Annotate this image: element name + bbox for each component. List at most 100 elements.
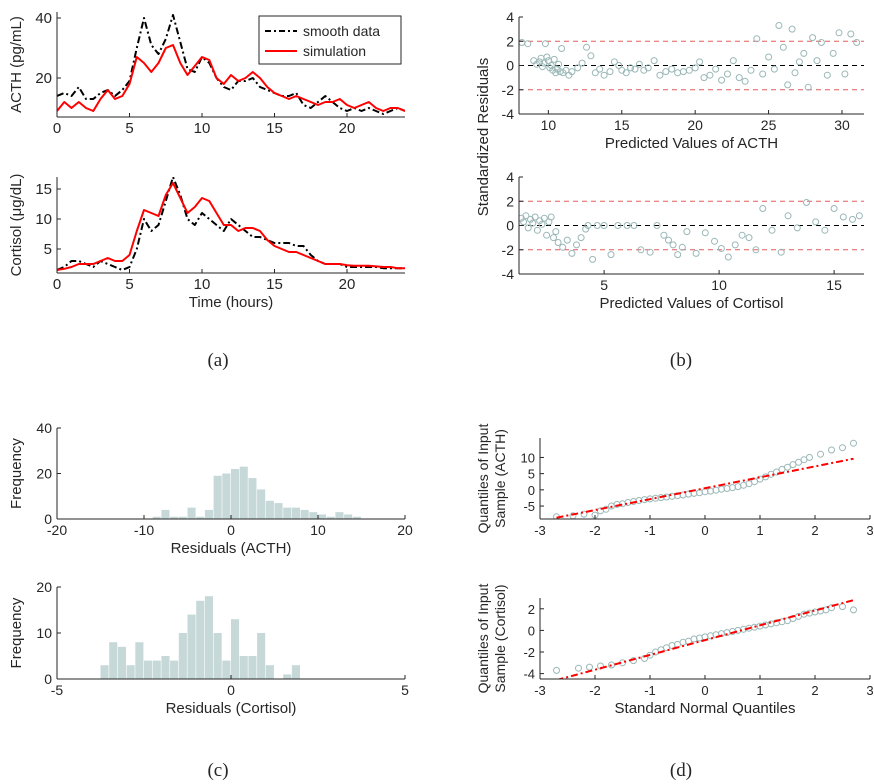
panel-label-b: (b) [670, 350, 692, 371]
panel-label-a: (a) [207, 350, 228, 371]
point-d_cortisol-4 [608, 661, 615, 669]
bar-c_cortisol-13 [213, 633, 222, 679]
x-tick-label-c_acth-0: -20 [47, 522, 67, 538]
point-b_cortisol-33 [653, 222, 661, 229]
plot-area-b_cortisol [519, 199, 864, 263]
chart-d_cortisol: -3 -2 -1 0 1 2 3 -4 -2 0 2 Standard Normal Quantile… [475, 584, 874, 717]
point-b_cortisol-45 [731, 241, 739, 249]
x-tick-label-d_cortisol-1: -2 [589, 683, 601, 698]
plot-area-a_cortisol [57, 177, 405, 271]
point-b_acth-58 [747, 66, 755, 74]
y-tick-label-d_acth-0: -5 [523, 499, 535, 514]
point-b_cortisol-20 [573, 241, 580, 249]
y-tick-label-b_acth-2: 0 [506, 58, 514, 74]
y-tick-label-a_cortisol-1: 10 [35, 211, 52, 228]
point-b_acth-53 [718, 76, 726, 84]
bar-c_acth-0 [152, 516, 161, 519]
point-b_cortisol-21 [577, 234, 585, 242]
bar-c_cortisol-8 [170, 660, 179, 679]
y-tick-label-b_acth-4: 4 [506, 9, 514, 25]
point-d_acth-38 [784, 463, 791, 471]
x-tick-label-b_acth-0: 10 [541, 117, 557, 133]
point-b_acth-64 [779, 43, 787, 51]
panel-label-d: (d) [670, 760, 692, 781]
x-tick-label-d_acth-0: -3 [534, 523, 546, 538]
x-tick-label-d_cortisol-5: 2 [811, 683, 818, 698]
y-tick-label-d_acth-1: 0 [528, 483, 535, 498]
point-b_cortisol-17 [559, 243, 567, 251]
point-b_acth-77 [841, 70, 849, 78]
panel-label-c: (c) [207, 760, 228, 781]
point-b_cortisol-3 [524, 224, 532, 232]
y-tick-label-b_cortisol-4: 4 [506, 169, 514, 185]
y-tick-label-d_acth-3: 10 [521, 450, 535, 465]
y-axis-label-c_acth: Frequency [8, 438, 25, 509]
x-tick-label-a_acth-4: 20 [339, 120, 356, 137]
point-b_acth-47 [685, 66, 693, 74]
bar-c_acth-19 [318, 514, 327, 519]
x-tick-label-a_cortisol-0: 0 [53, 276, 61, 293]
point-b_acth-19 [558, 45, 566, 52]
point-b_cortisol-13 [547, 213, 555, 221]
bar-c_acth-4 [187, 507, 196, 519]
point-b_acth-8 [541, 40, 549, 48]
bar-c_cortisol-17 [248, 656, 257, 679]
plot-area-d_acth [553, 439, 857, 519]
point-b_acth-28 [591, 69, 599, 77]
point-d_acth-25 [712, 486, 720, 494]
point-b_acth-78 [847, 30, 855, 38]
point-d_cortisol-1 [575, 664, 582, 672]
point-b_acth-15 [552, 69, 560, 77]
x-tick-label-a_cortisol-1: 5 [125, 276, 133, 293]
bar-c_acth-2 [170, 516, 179, 519]
point-b_cortisol-31 [637, 246, 645, 254]
point-b_acth-60 [759, 70, 767, 78]
point-b_cortisol-50 [768, 226, 776, 234]
y-tick-label-d_cortisol-3: 2 [528, 602, 535, 617]
plot-area-c_acth [152, 466, 361, 519]
y-axis-label-a_cortisol: Cortisol (μg/dL) [8, 174, 25, 277]
x-tick-label-c_cortisol-0: -5 [51, 682, 64, 698]
point-b_acth-79 [853, 39, 861, 46]
plot-area-c_cortisol [100, 596, 300, 679]
y-tick-label-b_cortisol-1: -2 [502, 242, 515, 258]
point-b_acth-14 [550, 55, 558, 63]
point-b_acth-57 [741, 77, 749, 85]
bar-c_acth-16 [291, 507, 300, 519]
point-b_acth-42 [656, 71, 664, 79]
point-d_acth-44 [828, 446, 835, 454]
x-axis-label-c_cortisol: Residuals (Cortisol) [166, 700, 297, 717]
bar-c_cortisol-12 [204, 596, 213, 679]
point-d_acth-43 [817, 450, 824, 458]
point-b_cortisol-38 [678, 243, 686, 251]
x-tick-label-b_acth-3: 25 [761, 117, 777, 133]
point-b_acth-17 [555, 60, 563, 68]
bar-c_acth-9 [231, 468, 240, 519]
x-tick-label-d_acth-5: 2 [811, 523, 818, 538]
point-b_cortisol-25 [593, 222, 601, 229]
point-b_acth-6 [539, 63, 546, 71]
bar-c_cortisol-2 [117, 646, 126, 679]
point-d_acth-36 [773, 468, 780, 476]
y-tick-label-c_cortisol-0: 0 [44, 671, 52, 687]
x-tick-label-c_acth-4: 20 [397, 522, 413, 538]
x-tick-label-d_acth-1: -2 [589, 523, 601, 538]
y-tick-label-b_acth-3: 2 [506, 33, 514, 49]
bar-c_acth-22 [344, 514, 353, 519]
point-b_cortisol-60 [855, 212, 863, 220]
point-b_cortisol-42 [711, 237, 718, 245]
x-tick-label-a_acth-1: 5 [125, 120, 133, 137]
x-tick-label-b_acth-2: 20 [687, 117, 703, 133]
point-b_cortisol-56 [821, 226, 829, 234]
point-b_cortisol-46 [738, 231, 746, 239]
bar-c_cortisol-1 [109, 642, 118, 679]
bar-c_acth-21 [335, 512, 344, 519]
bar-c_acth-14 [274, 503, 283, 519]
series-line-a_acth-0 [57, 14, 405, 115]
point-b_cortisol-54 [803, 199, 810, 206]
y-tick-label-d_cortisol-1: -2 [523, 645, 535, 660]
point-b_cortisol-55 [812, 218, 820, 226]
bar-c_cortisol-5 [144, 660, 153, 679]
